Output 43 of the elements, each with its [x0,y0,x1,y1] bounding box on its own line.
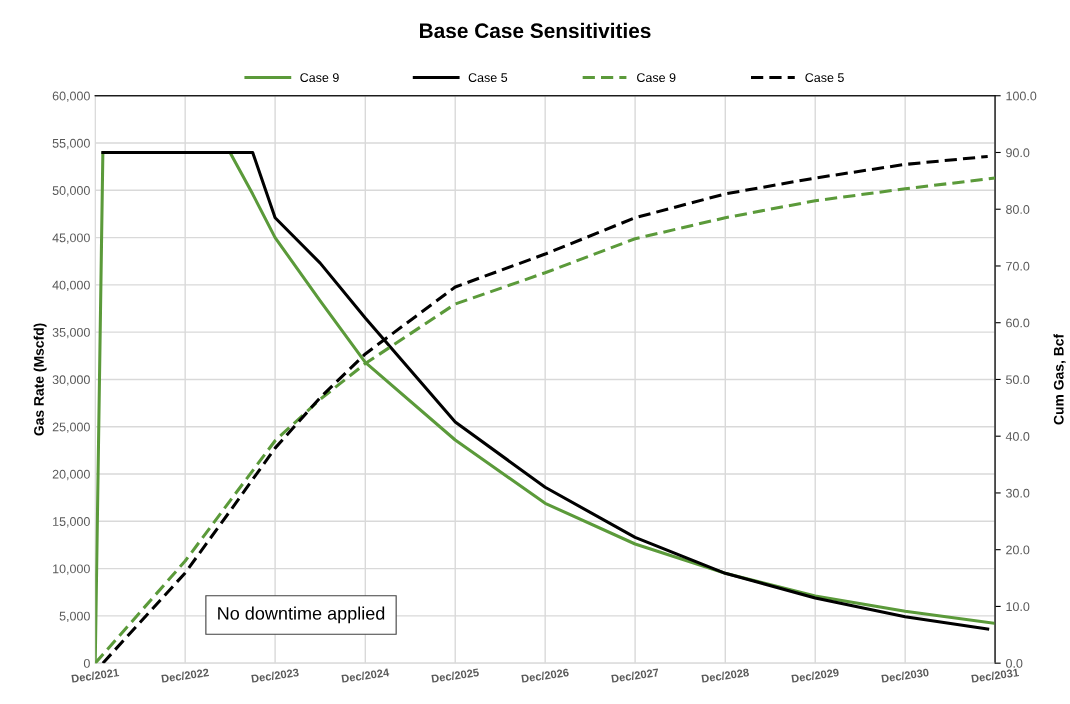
y-tick-label: 10,000 [53,564,90,575]
y-tick-label: 0 [83,658,90,668]
legend-label: Case 5 [468,73,508,83]
y2-tick-label: 90.0 [1006,148,1030,158]
y2-tick-label: 50.0 [1006,375,1030,385]
y-tick-label: 15,000 [53,517,90,528]
y2-tick-label: 40.0 [1005,432,1030,441]
y-tick-label: 45,000 [52,233,90,244]
y2-tick-label: 100.0 [1006,91,1037,101]
y2-tick-label: 10.0 [1006,602,1030,612]
x-tick-label: Dec/2031 [971,668,1020,683]
y-axis-title: Gas Rate (Mscfd) [33,323,47,436]
y-tick-label: 25,000 [52,422,90,433]
x-tick-label: Dec/2030 [881,668,929,683]
y-tick-label: 60,000 [52,91,90,102]
y2-axis-title: Cum Gas, Bcf [1053,333,1066,425]
x-tick-label: Dec/2028 [701,668,750,683]
y2-tick-label: 80.0 [1006,205,1030,214]
y-tick-label: 35,000 [52,327,90,339]
x-tick-label: Dec/2024 [341,668,390,683]
x-tick-label: Dec/2025 [431,668,480,683]
legend-label: Case 5 [805,73,844,83]
x-tick-label: Dec/2029 [791,668,840,683]
y2-tick-label: 60.0 [1006,318,1030,328]
x-tick-label: Dec/2022 [161,668,210,683]
y-tick-label: 5,000 [59,611,90,623]
x-tick-label: Dec/2021 [71,668,120,683]
legend-label: Case 9 [637,73,676,83]
y-tick-label: 55,000 [52,138,90,150]
legend-label: Case 9 [300,73,339,83]
y-tick-label: 50,000 [52,186,90,197]
y2-tick-label: 20.0 [1006,545,1030,555]
x-tick-label: Dec/2023 [251,668,299,683]
annotation: No downtime applied [218,606,385,624]
y2-tick-label: 0.0 [1006,658,1023,668]
x-tick-label: Dec/2027 [611,668,659,683]
y-tick-label: 30,000 [52,375,90,386]
y-tick-label: 40,000 [52,280,90,292]
y-tick-label: 20,000 [52,469,90,481]
chart-title: Base Case Sensitivities [420,22,651,39]
y2-tick-label: 70.0 [1006,261,1030,271]
y2-tick-label: 30.0 [1005,488,1030,498]
x-tick-label: Dec/2026 [521,668,570,683]
